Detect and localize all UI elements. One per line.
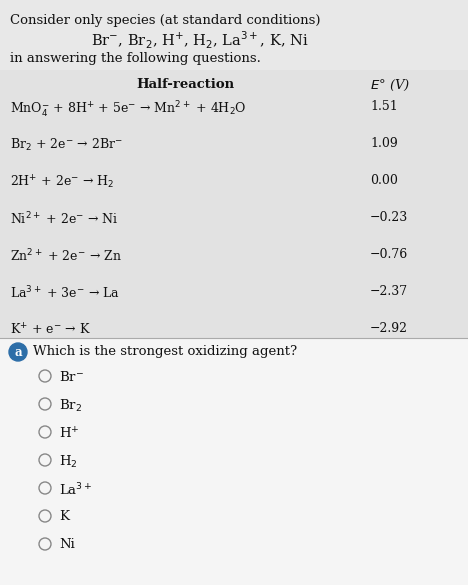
Text: Br$^{-}$, Br$_2$, H$^{+}$, H$_2$, La$^{3+}$, K, Ni: Br$^{-}$, Br$_2$, H$^{+}$, H$_2$, La$^{3… (91, 30, 309, 51)
Text: 1.09: 1.09 (370, 137, 398, 150)
Text: in answering the following questions.: in answering the following questions. (10, 52, 261, 65)
Text: −2.37: −2.37 (370, 285, 408, 298)
Text: $E$° (V): $E$° (V) (370, 78, 410, 93)
Text: 1.51: 1.51 (370, 100, 398, 113)
Text: Consider only species (at standard conditions): Consider only species (at standard condi… (10, 14, 321, 27)
Text: −0.23: −0.23 (370, 211, 408, 224)
FancyBboxPatch shape (0, 70, 468, 338)
Text: Br$_2$: Br$_2$ (59, 398, 82, 414)
Text: K: K (59, 510, 69, 523)
Text: Ni: Ni (59, 538, 75, 551)
Text: H$_2$: H$_2$ (59, 454, 78, 470)
Text: a: a (14, 346, 22, 359)
Text: La$^{3+}$ + 3e$^{-}$ → La: La$^{3+}$ + 3e$^{-}$ → La (10, 285, 120, 302)
Text: La$^{3+}$: La$^{3+}$ (59, 482, 92, 498)
Text: Br$^{-}$: Br$^{-}$ (59, 370, 84, 384)
Text: 2H$^{+}$ + 2e$^{-}$ → H$_2$: 2H$^{+}$ + 2e$^{-}$ → H$_2$ (10, 174, 114, 191)
Text: Which is the strongest oxidizing agent?: Which is the strongest oxidizing agent? (33, 345, 297, 358)
Circle shape (9, 343, 27, 361)
Text: K$^{+}$ + e$^{-}$ → K: K$^{+}$ + e$^{-}$ → K (10, 322, 91, 338)
Text: MnO$_4^{-}$ + 8H$^{+}$ + 5e$^{-}$ → Mn$^{2+}$ + 4H$_2$O: MnO$_4^{-}$ + 8H$^{+}$ + 5e$^{-}$ → Mn$^… (10, 100, 247, 120)
Text: Br$_2$ + 2e$^{-}$ → 2Br$^{-}$: Br$_2$ + 2e$^{-}$ → 2Br$^{-}$ (10, 137, 123, 153)
Text: 0.00: 0.00 (370, 174, 398, 187)
Text: Half-reaction: Half-reaction (136, 78, 234, 91)
Text: −0.76: −0.76 (370, 248, 408, 261)
Text: H$^{+}$: H$^{+}$ (59, 426, 80, 441)
Text: −2.92: −2.92 (370, 322, 408, 335)
Text: Zn$^{2+}$ + 2e$^{-}$ → Zn: Zn$^{2+}$ + 2e$^{-}$ → Zn (10, 248, 122, 264)
Text: Ni$^{2+}$ + 2e$^{-}$ → Ni: Ni$^{2+}$ + 2e$^{-}$ → Ni (10, 211, 118, 228)
FancyBboxPatch shape (0, 338, 468, 585)
